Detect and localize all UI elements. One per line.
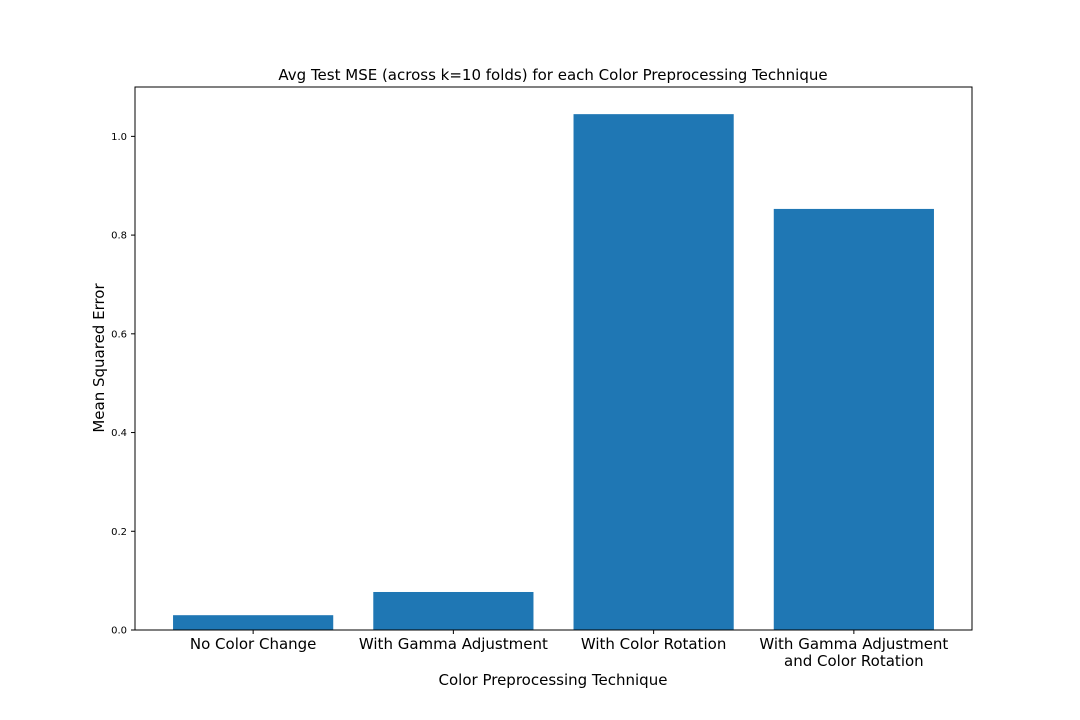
y-tick-label: 0.6 — [111, 329, 127, 340]
x-tick-label: With Gamma Adjustment — [359, 635, 548, 653]
y-tick-label: 0.8 — [111, 231, 127, 242]
y-axis-label: Mean Squared Error — [90, 283, 108, 433]
bar-3 — [573, 114, 734, 630]
y-tick-label: 0.0 — [111, 626, 127, 637]
bar-1 — [173, 615, 334, 630]
bar-2 — [373, 591, 534, 630]
bars-group — [173, 114, 934, 631]
chart-title: Avg Test MSE (across k=10 folds) for eac… — [278, 66, 827, 84]
bar-4 — [773, 208, 934, 631]
x-axis: No Color Change With Gamma Adjustment With… — [190, 630, 948, 670]
y-tick-label: 0.4 — [111, 428, 127, 439]
x-tick-label: With Color Rotation — [581, 635, 727, 653]
plot-frame — [134, 86, 973, 631]
x-tick-label: No Color Change — [190, 635, 317, 653]
x-axis-label: Color Preprocessing Technique — [439, 671, 668, 689]
y-tick-label: 0.2 — [111, 527, 127, 538]
y-axis: 0.0 0.2 0.4 0.6 0.8 1.0 — [111, 132, 135, 637]
y-tick-label: 1.0 — [111, 132, 127, 143]
x-tick-label: With Gamma Adjustment and Color Rotation — [759, 635, 948, 670]
